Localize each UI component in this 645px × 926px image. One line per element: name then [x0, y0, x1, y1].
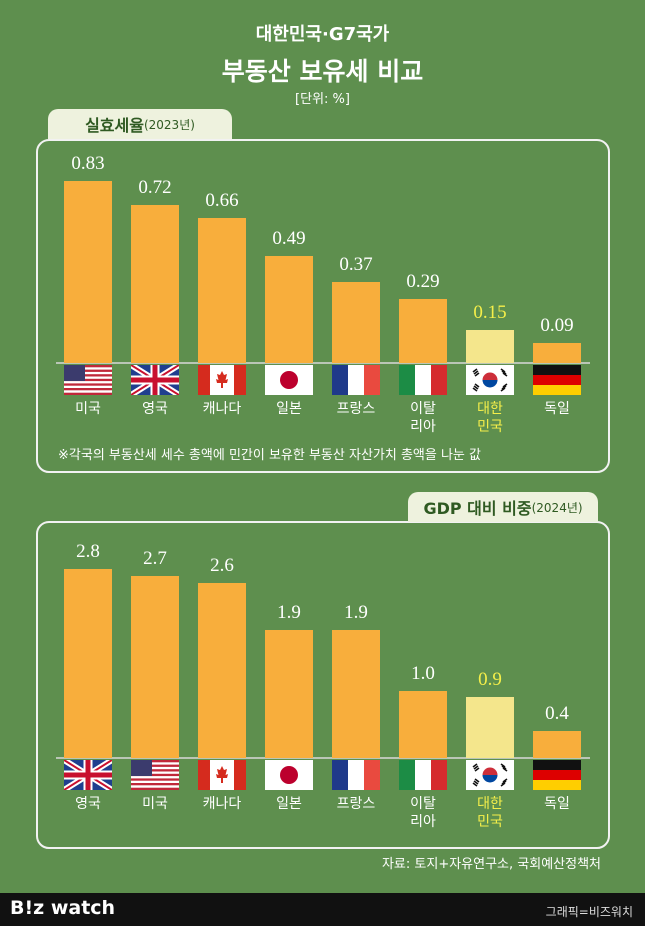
- chart-tab: 실효세율 (2023년): [48, 109, 232, 139]
- category-label: 대한 민국: [477, 796, 503, 830]
- value-label: 2.7: [143, 547, 167, 569]
- value-label: 0.9: [478, 669, 502, 691]
- bar: [399, 299, 447, 363]
- bar: [265, 255, 313, 363]
- bar: [64, 569, 112, 758]
- bar: [533, 343, 581, 363]
- credit: 그래픽=비즈워치: [545, 905, 633, 919]
- bar: [533, 731, 581, 758]
- logo: B!z watch: [10, 897, 116, 919]
- category-label: 대한 민국: [477, 401, 503, 435]
- value-label: 1.9: [277, 601, 301, 623]
- category-label: 독일: [544, 401, 570, 417]
- category-label: 미국: [75, 401, 101, 417]
- value-label: 0.37: [339, 253, 373, 275]
- chart: 2.8 영국 2.7 미국 2.6 캐나다 1.9 일본 1.9 프랑스 1.0 이탈 리아 0.9 대한…: [64, 541, 581, 830]
- bar: [399, 690, 447, 758]
- category-label: 일본: [276, 796, 302, 812]
- chart-title: 실효세율: [85, 116, 144, 135]
- value-label: 2.6: [210, 554, 234, 576]
- value-label: 0.83: [71, 153, 105, 174]
- chart-title: GDP 대비 비중: [423, 499, 532, 518]
- value-label: 0.29: [406, 271, 440, 293]
- footer-bar: [0, 893, 645, 926]
- bar: [332, 281, 380, 363]
- bar: [131, 575, 179, 758]
- footnote: ※각국의 부동산세 세수 총액에 민간이 보유한 부동산 자산가치 총액을 나눈…: [58, 448, 481, 463]
- bar: [131, 205, 179, 363]
- bar: [198, 582, 246, 758]
- bar: [466, 697, 514, 758]
- value-label: 0.4: [545, 703, 569, 724]
- category-label: 이탈 리아: [410, 401, 436, 435]
- chart-frame: [36, 521, 610, 849]
- value-label: 1.9: [344, 601, 368, 623]
- chart-title-note: (2023년): [143, 117, 195, 132]
- category-label: 캐나다: [202, 401, 242, 417]
- category-label: 일본: [276, 401, 302, 417]
- category-label: 영국: [75, 796, 101, 812]
- value-label: 0.66: [205, 190, 239, 212]
- category-label: 프랑스: [336, 401, 376, 417]
- value-label: 1.0: [411, 662, 435, 684]
- category-label: 이탈 리아: [410, 796, 436, 830]
- value-label: 0.09: [540, 315, 574, 337]
- source: 자료: 토지+자유연구소, 국회예산정책처: [381, 857, 601, 872]
- chart-frame: [36, 139, 610, 473]
- value-label: 2.8: [76, 541, 100, 562]
- category-label: 캐나다: [202, 796, 242, 812]
- subtitle: 부동산 보유세 비교: [221, 57, 424, 86]
- bar: [265, 629, 313, 758]
- bar: [64, 181, 112, 363]
- category-label: 미국: [142, 796, 168, 812]
- bar: [466, 330, 514, 363]
- value-label: 0.72: [138, 177, 172, 199]
- bar: [198, 218, 246, 363]
- category-label: 영국: [142, 401, 168, 417]
- value-label: 0.15: [473, 302, 507, 324]
- chart: 0.83 미국 0.72 영국 0.66 캐나다 0.49 일본 0.37 프랑스 0.29 이탈 리…: [64, 153, 581, 435]
- chart-title-note: (2024년): [531, 500, 583, 515]
- value-label: 0.49: [272, 227, 306, 249]
- category-label: 프랑스: [336, 796, 376, 812]
- category-label: 독일: [544, 796, 570, 812]
- title: 대한민국·G7국가: [255, 24, 390, 45]
- chart-tab: GDP 대비 비중 (2024년): [408, 492, 598, 522]
- bar: [332, 629, 380, 758]
- unit: [단위: %]: [295, 92, 350, 107]
